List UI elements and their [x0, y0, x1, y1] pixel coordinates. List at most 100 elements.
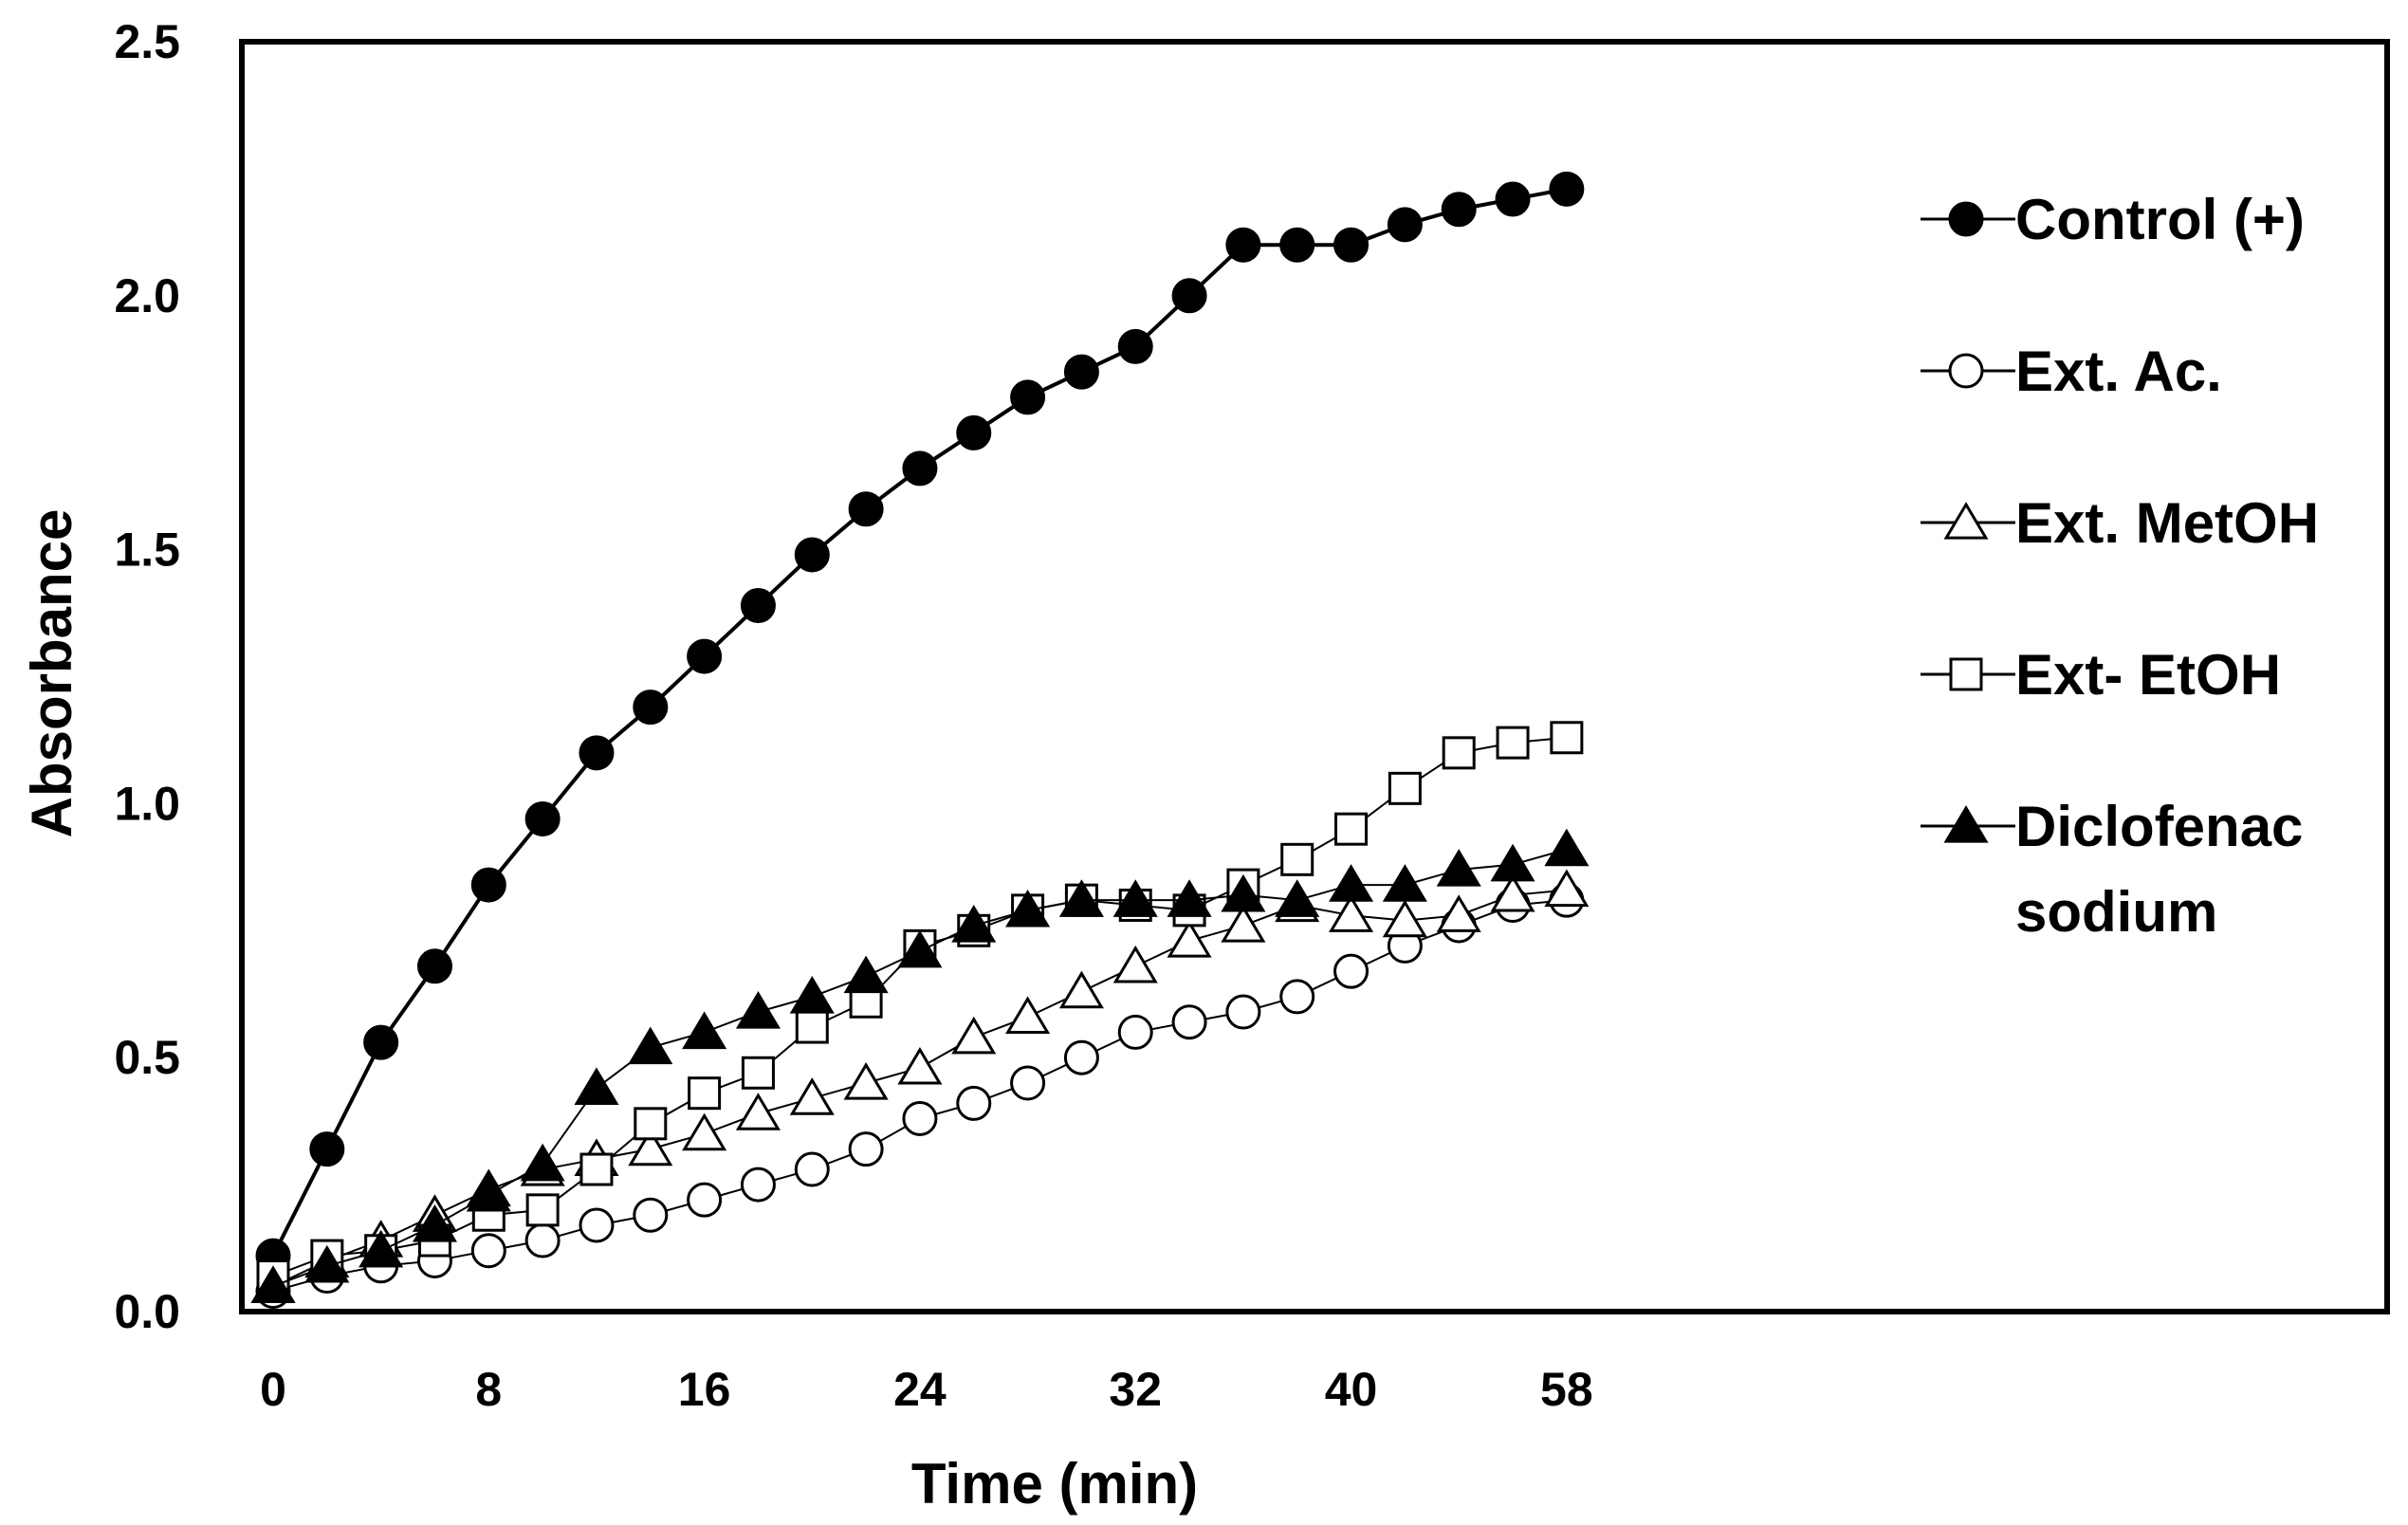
legend-label: Control (+): [2015, 188, 2305, 251]
data-point: [1549, 171, 1585, 207]
data-point: [628, 1128, 673, 1167]
legend-label: Ext. Ac.: [2015, 340, 2222, 403]
data-point: [412, 1204, 458, 1242]
legend-label: Ext- EtOH: [2015, 643, 2281, 707]
data-point: [897, 1046, 943, 1085]
data-point: [740, 1167, 776, 1203]
data-point: [1058, 879, 1104, 917]
x-tick-label: 58: [1540, 1363, 1593, 1416]
x-tick-label: 8: [475, 1363, 502, 1416]
data-point: [902, 1100, 938, 1136]
data-point: [304, 1244, 350, 1283]
data-point: [1221, 905, 1266, 943]
data-point: [687, 638, 723, 674]
data-point: [795, 1010, 829, 1044]
legend-marker: [1949, 657, 1983, 691]
data-point: [848, 491, 884, 527]
data-point: [520, 1143, 565, 1182]
data-point: [466, 1173, 511, 1212]
data-point: [794, 537, 830, 573]
data-point: [1112, 945, 1158, 983]
data-point: [951, 1016, 997, 1055]
data-point: [794, 1151, 830, 1187]
x-axis-title: Time (min): [911, 1452, 1198, 1516]
y-axis-ticks: 0.0 0.5 1.0 1.5 2.0 2.5: [114, 15, 180, 1338]
data-point: [789, 1077, 835, 1115]
data-point: [1117, 1014, 1153, 1050]
data-point: [1334, 812, 1369, 846]
data-point: [1010, 379, 1046, 415]
data-point: [682, 1112, 727, 1151]
data-point: [1544, 828, 1590, 867]
data-point: [1382, 864, 1427, 902]
data-point: [1171, 1004, 1207, 1040]
data-point: [524, 800, 561, 836]
x-tick-label: 32: [1109, 1363, 1162, 1416]
data-point: [1005, 996, 1051, 1035]
data-point: [1550, 721, 1584, 755]
data-point: [524, 1222, 561, 1259]
data-point: [1388, 771, 1422, 805]
series-ext-ac: [255, 882, 1585, 1310]
data-point: [1544, 869, 1590, 908]
data-point: [1058, 970, 1104, 1009]
data-point: [1225, 227, 1261, 263]
data-point: [1005, 889, 1051, 928]
y-tick-label: 1.5: [114, 524, 180, 577]
legend-item: Ext. Ac.: [1921, 340, 2222, 403]
data-point: [1275, 879, 1320, 917]
series-group: [250, 171, 1590, 1310]
data-point: [628, 1026, 673, 1065]
data-point: [1329, 864, 1374, 902]
data-point: [688, 1076, 722, 1111]
data-point: [1112, 879, 1158, 917]
y-tick-label: 0.5: [114, 1031, 180, 1084]
data-point: [250, 1265, 296, 1303]
data-point: [634, 1107, 668, 1141]
legend-marker: [1943, 805, 1989, 843]
data-point: [525, 1193, 560, 1227]
data-point: [1490, 843, 1535, 882]
x-tick-label: 24: [893, 1363, 947, 1416]
data-point: [735, 1093, 781, 1130]
data-point: [1221, 873, 1266, 912]
data-point: [416, 948, 452, 984]
data-point: [470, 867, 506, 903]
data-point: [902, 450, 938, 487]
data-point: [735, 991, 781, 1029]
data-point: [358, 1229, 404, 1268]
data-point: [897, 929, 943, 968]
y-axis-title: Absorbance: [20, 509, 83, 838]
data-point: [1010, 1065, 1046, 1101]
data-point: [309, 1131, 345, 1167]
data-point: [1436, 894, 1481, 932]
series-diclofenac-sodium: [250, 828, 1590, 1303]
legend-marker: [1943, 502, 1989, 540]
data-point: [1436, 849, 1481, 887]
data-point: [1333, 227, 1369, 263]
data-point: [682, 1011, 727, 1050]
y-tick-label: 2.0: [114, 269, 180, 322]
data-point: [843, 1062, 889, 1100]
data-point: [1382, 899, 1427, 938]
x-axis-ticks: 0 8 16 24 32 40 58: [260, 1363, 1593, 1416]
data-point: [1063, 354, 1099, 390]
plot-area: [239, 39, 2390, 1314]
data-point: [1490, 873, 1535, 912]
data-point: [1280, 842, 1314, 876]
data-point: [1063, 1039, 1099, 1075]
data-point: [363, 1024, 399, 1060]
data-point: [741, 1056, 775, 1090]
data-point: [579, 1152, 614, 1186]
data-point: [633, 689, 669, 726]
data-point: [574, 1067, 619, 1105]
data-point: [789, 975, 835, 1014]
x-tick-label: 16: [678, 1363, 731, 1416]
legend: Control (+) Ext. Ac. Ext. MetOH Ext- EtOH Di…: [1921, 188, 2319, 944]
y-tick-label: 2.5: [114, 15, 180, 68]
series-control: [255, 171, 1585, 1274]
data-point: [848, 1131, 884, 1167]
x-tick-label: 40: [1325, 1363, 1378, 1416]
legend-marker: [1948, 353, 1984, 389]
